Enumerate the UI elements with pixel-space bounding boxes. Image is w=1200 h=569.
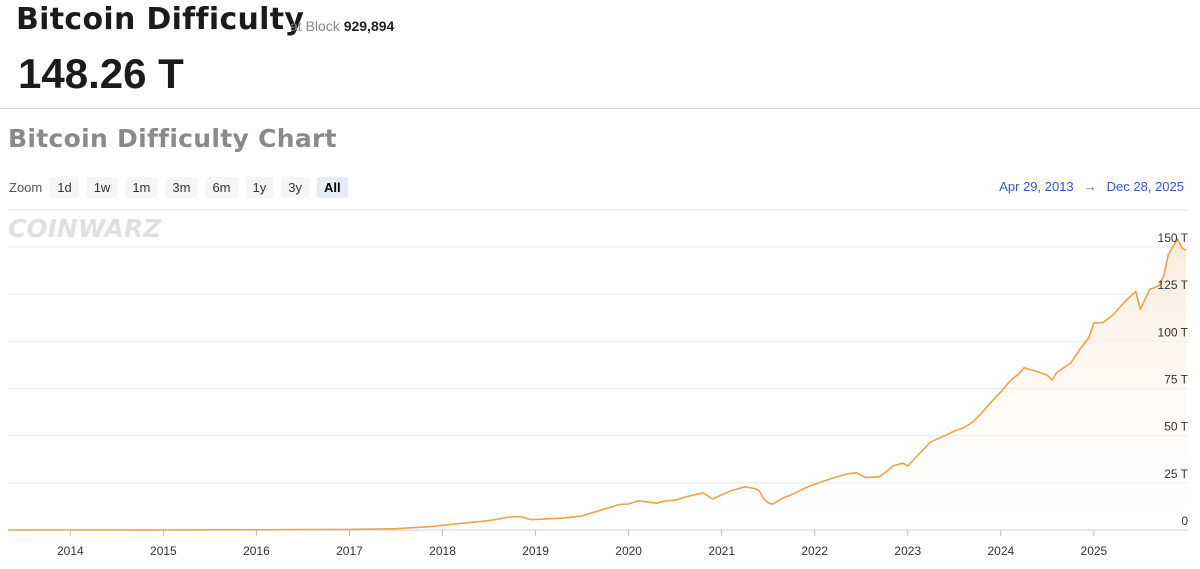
x-tick-label: 2020 [615, 544, 642, 558]
range-arrow-icon: → [1083, 179, 1097, 194]
y-tick-label: 125 T [1158, 278, 1189, 292]
at-block-label: at Block [290, 18, 340, 34]
zoom-button-1m[interactable]: 1m [125, 176, 158, 198]
range-end-date[interactable]: Dec 28, 2025 [1106, 179, 1184, 194]
x-tick-label: 2016 [243, 544, 270, 558]
zoom-bar: Zoom 1d 1w 1m 3m 6m 1y 3y All [9, 176, 356, 198]
x-tick-label: 2021 [708, 544, 735, 558]
chart-area-fill [8, 238, 1187, 531]
x-tick-label: 2024 [987, 544, 1014, 558]
zoom-button-1d[interactable]: 1d [50, 176, 79, 198]
date-range: Apr 29, 2013 → Dec 28, 2025 [999, 179, 1184, 194]
page-header: Bitcoin Difficulty at Block 929,894 148.… [0, 0, 1200, 109]
y-tick-label: 100 T [1158, 325, 1189, 339]
y-tick-label: 0 [1181, 514, 1188, 528]
x-tick-label: 2018 [429, 544, 456, 558]
block-info: at Block 929,894 [290, 18, 394, 34]
coinwarz-watermark: COINWARZ [8, 214, 162, 243]
y-tick-label: 50 T [1164, 420, 1188, 434]
zoom-label: Zoom [9, 179, 43, 195]
chart-title: Bitcoin Difficulty Chart [8, 124, 337, 153]
x-tick-label: 2022 [801, 544, 828, 558]
difficulty-area [8, 239, 1186, 530]
difficulty-line[interactable] [8, 238, 1187, 531]
current-difficulty-value: 148.26 T [18, 50, 184, 97]
x-axis-ticks: 2014 2015 2016 2017 2018 2019 2020 2021 2022 2023… [57, 530, 1108, 558]
x-tick-label: 2015 [150, 544, 177, 558]
zoom-button-3y[interactable]: 3y [281, 176, 309, 198]
page-title: Bitcoin Difficulty [16, 2, 305, 37]
y-tick-label: 75 T [1164, 373, 1188, 387]
x-tick-label: 2019 [522, 544, 549, 558]
difficulty-chart[interactable]: COINWARZ 0 25 T 50 T 75 T 100 T 125 T 150 T 20… [0, 200, 1200, 569]
y-tick-label: 25 T [1164, 467, 1188, 481]
x-tick-label: 2023 [894, 544, 921, 558]
y-tick-label: 150 T [1158, 231, 1189, 245]
zoom-button-1y[interactable]: 1y [245, 176, 274, 198]
x-tick-label: 2025 [1081, 544, 1108, 558]
y-axis-ticks: 0 25 T 50 T 75 T 100 T 125 T 150 T [1158, 231, 1189, 528]
zoom-button-6m[interactable]: 6m [205, 176, 238, 198]
x-tick-label: 2014 [57, 544, 84, 558]
range-start-date[interactable]: Apr 29, 2013 [999, 179, 1074, 194]
zoom-button-3m[interactable]: 3m [165, 176, 198, 198]
x-tick-label: 2017 [336, 544, 363, 558]
zoom-button-all[interactable]: All [316, 176, 348, 198]
zoom-button-1w[interactable]: 1w [86, 176, 118, 198]
block-number: 929,894 [343, 18, 395, 34]
